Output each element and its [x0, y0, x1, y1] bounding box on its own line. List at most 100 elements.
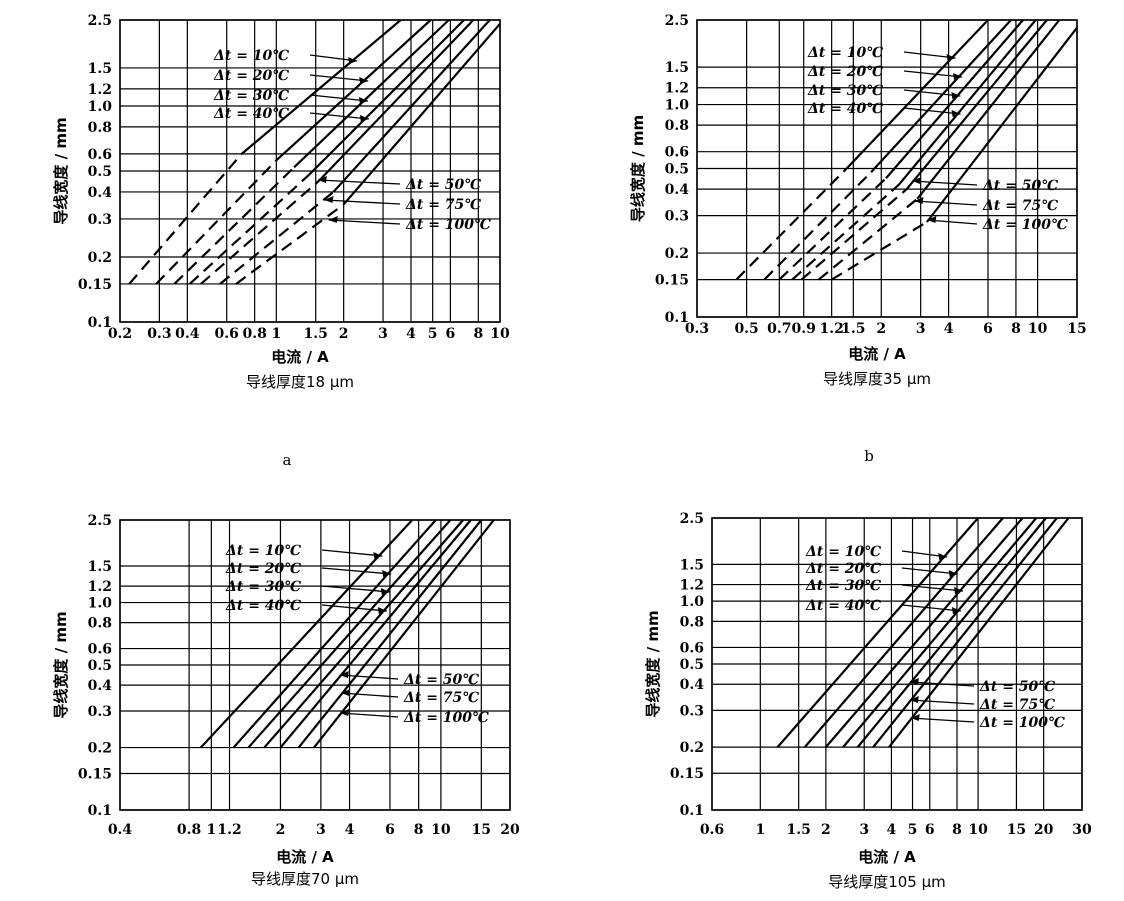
series-annotation: Δt = 100℃ [403, 710, 489, 726]
y-tick-label: 2.5 [88, 513, 112, 529]
x-tick-label: 3 [916, 321, 926, 337]
x-tick-label: 8 [952, 822, 962, 838]
series-annotation: Δt = 20℃ [225, 561, 301, 577]
arrow-head [909, 696, 919, 703]
x-tick-label: 2 [821, 822, 831, 838]
x-tick-label: 4 [944, 321, 954, 337]
x-tick-label: 0.7 [767, 321, 791, 337]
x-tick-label: 0.4 [175, 326, 200, 342]
x-tick-label: 4 [887, 822, 897, 838]
y-tick-label: 0.2 [88, 250, 112, 266]
series-line [916, 19, 1061, 200]
arrow-head [341, 689, 351, 696]
series-line [297, 519, 483, 749]
annotation-leader-arrow [321, 585, 390, 593]
series-line [332, 19, 491, 193]
series-line-dashed [155, 159, 278, 285]
arrow-head [339, 671, 349, 678]
y-tick-label: 0.6 [680, 640, 704, 656]
x-tick-label: 8 [1011, 321, 1021, 337]
x-tick-label: 0.3 [685, 321, 709, 337]
series-line-dashed [219, 191, 335, 285]
arrow-head [938, 553, 948, 560]
y-tick-label: 0.4 [680, 677, 705, 693]
y-axis-label: 导线宽度 / mm [52, 611, 70, 718]
annotation-leader-arrow [309, 94, 369, 102]
y-tick-label: 0.1 [88, 315, 112, 331]
y-tick-label: 0.5 [665, 162, 689, 178]
x-tick-label: 6 [983, 321, 993, 337]
series-annotation: Δt = 10℃ [807, 45, 883, 61]
annotation-leader-arrow [914, 200, 978, 206]
annotation-leader-arrow [909, 681, 975, 687]
plot-frame [119, 519, 511, 811]
x-tick-label: 0.6 [215, 326, 239, 342]
y-tick-label: 1.0 [680, 594, 705, 610]
x-tick-label: 1 [755, 822, 765, 838]
arrow-head [328, 216, 338, 223]
y-axis-label: 导线宽度 / mm [644, 610, 662, 717]
arrow-head [953, 73, 963, 80]
series-line-dashed [778, 177, 887, 281]
x-tick-label: 15 [1067, 321, 1086, 337]
y-tick-label: 0.8 [680, 614, 704, 630]
y-tick-label: 0.1 [88, 803, 112, 819]
x-tick-label: 2 [339, 326, 349, 342]
arrow-head [373, 552, 383, 559]
x-axis-label: 电流 / A [276, 848, 334, 866]
series-line [247, 519, 452, 749]
series-annotation: Δt = 50℃ [979, 679, 1055, 695]
series-annotation: Δt = 30℃ [213, 88, 289, 104]
arrow-head [954, 587, 964, 594]
series-annotation: Δt = 30℃ [805, 578, 881, 594]
chart-caption: 导线厚度35 μm [823, 370, 931, 388]
series-line [279, 519, 472, 749]
series-annotation: Δt = 100℃ [979, 715, 1065, 731]
y-tick-label: 1.2 [88, 579, 112, 595]
x-tick-label: 3 [316, 822, 326, 838]
y-tick-label: 1.0 [665, 98, 690, 114]
x-tick-label: 20 [1034, 822, 1054, 838]
x-tick-label: 4 [406, 326, 416, 342]
x-tick-label: 3 [859, 822, 869, 838]
y-tick-label: 0.4 [665, 182, 690, 198]
annotation-leader-arrow [340, 712, 399, 718]
x-tick-label: 8 [473, 326, 483, 342]
x-tick-label: 1.2 [819, 321, 843, 337]
series-annotation: Δt = 10℃ [213, 48, 289, 64]
annotation-leader-arrow [328, 219, 401, 225]
series-line-dashed [128, 153, 243, 285]
series-line-dashed [763, 171, 872, 281]
series-annotation: Δt = 30℃ [807, 83, 883, 99]
arrow-head [340, 709, 350, 716]
x-tick-label: 20 [500, 822, 520, 838]
arrow-head [951, 92, 961, 99]
x-axis-label: 电流 / A [848, 345, 906, 363]
subfigure-label: b [864, 447, 874, 465]
y-tick-label: 1.2 [665, 81, 689, 97]
x-tick-label: 5 [428, 326, 438, 342]
series-annotation: Δt = 40℃ [805, 598, 881, 614]
annotation-leader-arrow [901, 584, 964, 592]
series-line-dashed [800, 188, 908, 281]
y-tick-label: 2.5 [665, 13, 689, 29]
series-line [293, 19, 450, 169]
annotation-leader-arrow [321, 567, 392, 575]
x-tick-label: 10 [968, 822, 988, 838]
x-tick-label: 1.2 [217, 822, 241, 838]
arrow-head [927, 216, 937, 223]
x-tick-label: 5 [908, 822, 918, 838]
chart-caption: 导线厚度105 μm [828, 873, 946, 891]
y-tick-label: 0.3 [88, 704, 112, 720]
series-annotation: Δt = 10℃ [225, 543, 301, 559]
series-line [275, 19, 432, 162]
annotation-leader-arrow [324, 199, 401, 205]
subfigure-label: a [283, 451, 292, 469]
arrow-head [910, 714, 920, 721]
series-annotation: Δt = 20℃ [805, 561, 881, 577]
y-tick-label: 0.2 [665, 246, 689, 262]
arrow-head [914, 197, 924, 204]
y-tick-label: 0.2 [680, 740, 704, 756]
x-tick-label: 6 [925, 822, 935, 838]
